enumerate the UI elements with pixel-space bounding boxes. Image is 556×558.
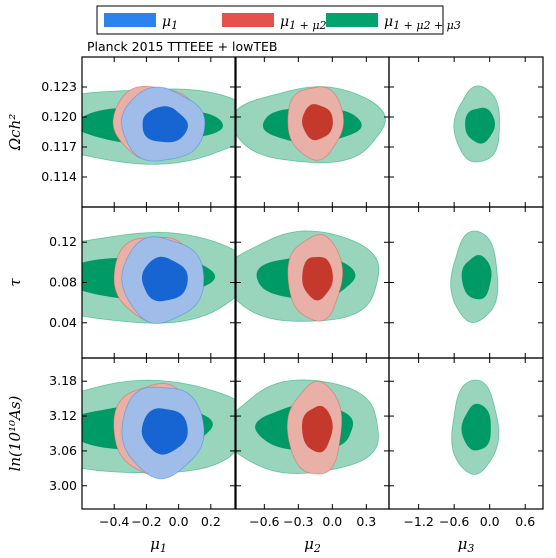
x-axis-label-mu1: μ1 — [150, 535, 167, 555]
x-tick-label: −0.2 — [131, 514, 161, 529]
contour-inner-2 — [302, 104, 333, 141]
y-axis-label-ln-as: ln(10¹⁰As) — [6, 395, 24, 471]
x-tick-label: −0.6 — [249, 514, 279, 529]
x-tick-label: 0.0 — [322, 514, 342, 529]
y-tick-label: 3.00 — [49, 478, 77, 493]
y-tick-label: 0.114 — [41, 169, 77, 184]
y-axis-label-tau: τ — [6, 278, 24, 287]
panel-tau-vs-mu2 — [235, 206, 390, 359]
x-tick-label: 0.6 — [515, 514, 535, 529]
y-tick-label: 0.08 — [49, 275, 77, 290]
panel-tau-vs-mu1: 0.04 0.08 0.12 — [49, 206, 236, 359]
panel-frame — [388, 357, 544, 510]
x-tick-label: −1.2 — [403, 514, 433, 529]
panel-omega-c-h2-vs-mu3 — [388, 56, 544, 208]
panel-ln-as-vs-mu3: −1.2 −0.6 0.0 0.6 — [388, 357, 544, 529]
legend-swatch-1 — [104, 13, 156, 27]
panel-grid: 0.114 0.117 0.120 0.123 0.04 0.08 0.12 3.00 3.06… — [41, 56, 544, 529]
contour-inner-1 — [142, 106, 188, 143]
panel-ln-as-vs-mu2: −0.6 −0.3 0.0 0.3 — [235, 357, 390, 529]
contour-inner-2 — [302, 257, 333, 301]
y-tick-label: 0.120 — [41, 109, 77, 124]
contour-inner-3 — [461, 255, 492, 300]
y-tick-label: 0.04 — [49, 315, 77, 330]
x-axis-label-mu3: μ3 — [458, 535, 475, 555]
x-tick-label: −0.3 — [283, 514, 313, 529]
panel-omega-c-h2-vs-mu1: 0.114 0.117 0.120 0.123 — [41, 56, 236, 208]
x-tick-label: 0.2 — [201, 514, 221, 529]
figure-title: Planck 2015 TTTEEE + lowTEB — [87, 39, 278, 54]
x-tick-label: 0.0 — [480, 514, 500, 529]
legend-swatch-3 — [326, 13, 378, 27]
panel-frame — [81, 357, 236, 510]
y-tick-label: 3.18 — [49, 373, 77, 388]
y-tick-label: 0.123 — [41, 79, 77, 94]
y-tick-label: 3.12 — [49, 408, 77, 423]
x-tick-label: 0.3 — [356, 514, 376, 529]
contour-inner-1 — [141, 408, 188, 455]
y-tick-label: 0.12 — [49, 234, 77, 249]
legend-label-1: μ1 — [162, 14, 178, 32]
y-tick-label: 3.06 — [49, 443, 77, 458]
legend: μ1 μ1 + μ2 μ1 + μ2 + μ3 — [96, 5, 461, 35]
y-tick-label: 0.117 — [41, 139, 77, 154]
y-axis-label-omega-c-h2: Ωch² — [6, 114, 24, 152]
legend-label-2: μ1 + μ2 — [280, 14, 326, 32]
x-tick-label: −0.6 — [439, 514, 469, 529]
x-tick-label: −0.4 — [99, 514, 129, 529]
contour-inner-2 — [302, 405, 333, 453]
legend-swatch-2 — [222, 13, 274, 27]
x-tick-label: 0.0 — [169, 514, 189, 529]
panel-ln-as-vs-mu1: 3.00 3.06 3.12 3.18 −0.4 −0.2 0.0 0.2 — [49, 357, 236, 529]
panel-tau-vs-mu3 — [388, 206, 544, 359]
x-axis-label-mu2: μ2 — [304, 535, 321, 555]
contour-inner-1 — [141, 256, 188, 302]
contour-inner-3 — [465, 107, 495, 144]
contour-inner-3 — [461, 403, 491, 451]
legend-label-3: μ1 + μ2 + μ3 — [384, 14, 461, 32]
panel-omega-c-h2-vs-mu2 — [235, 56, 390, 208]
